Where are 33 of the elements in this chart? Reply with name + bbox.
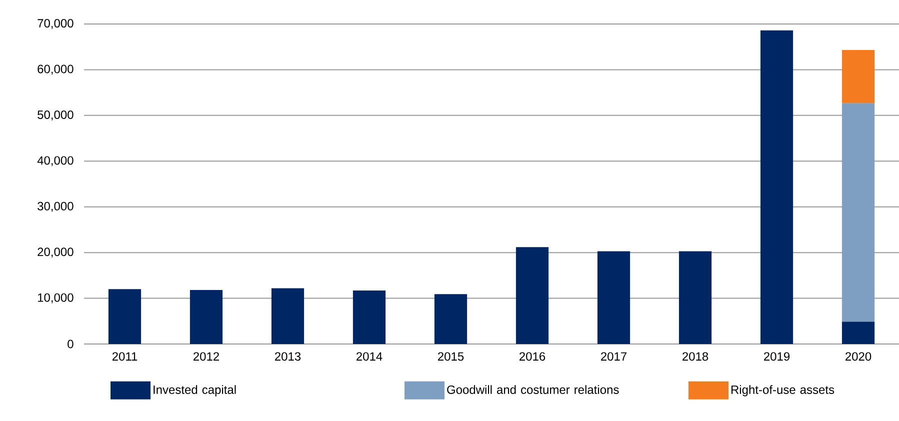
x-tick-label: 2014: [356, 352, 382, 361]
y-tick-label: 30,000: [38, 202, 74, 212]
x-tick-label: 2018: [682, 352, 708, 361]
bar: [434, 294, 468, 344]
x-tick-label: 2016: [520, 352, 546, 361]
x-tick-label: 2019: [764, 352, 790, 361]
bar: [760, 30, 794, 344]
legend-label: Goodwill and costumer relations: [447, 385, 619, 394]
x-tick-label: 2012: [194, 352, 219, 361]
bar: [842, 322, 875, 344]
y-tick-label: 70,000: [38, 19, 74, 29]
bar: [597, 251, 630, 344]
bar: [271, 288, 304, 344]
bar: [516, 247, 549, 344]
bar: [352, 290, 386, 344]
x-tick-label: 2011: [112, 352, 138, 361]
y-tick-label: 0: [68, 340, 74, 348]
legend-label: Right-of-use assets: [731, 385, 834, 396]
y-tick-label: 50,000: [38, 110, 74, 120]
x-tick-label: 2020: [846, 352, 872, 361]
y-tick-label: 20,000: [38, 248, 74, 258]
y-tick-label: 40,000: [37, 156, 74, 166]
bar: [108, 289, 142, 344]
bar: [842, 103, 875, 322]
x-tick-label: 2013: [275, 352, 301, 361]
x-tick-label: 2015: [438, 352, 464, 361]
legend-label: Invested capital: [154, 385, 236, 396]
bar: [842, 50, 875, 104]
bar: [678, 251, 712, 344]
bar: [190, 290, 223, 344]
x-tick-label: 2017: [601, 352, 626, 361]
y-tick-label: 10,000: [38, 293, 74, 304]
y-tick-label: 60,000: [38, 64, 74, 75]
